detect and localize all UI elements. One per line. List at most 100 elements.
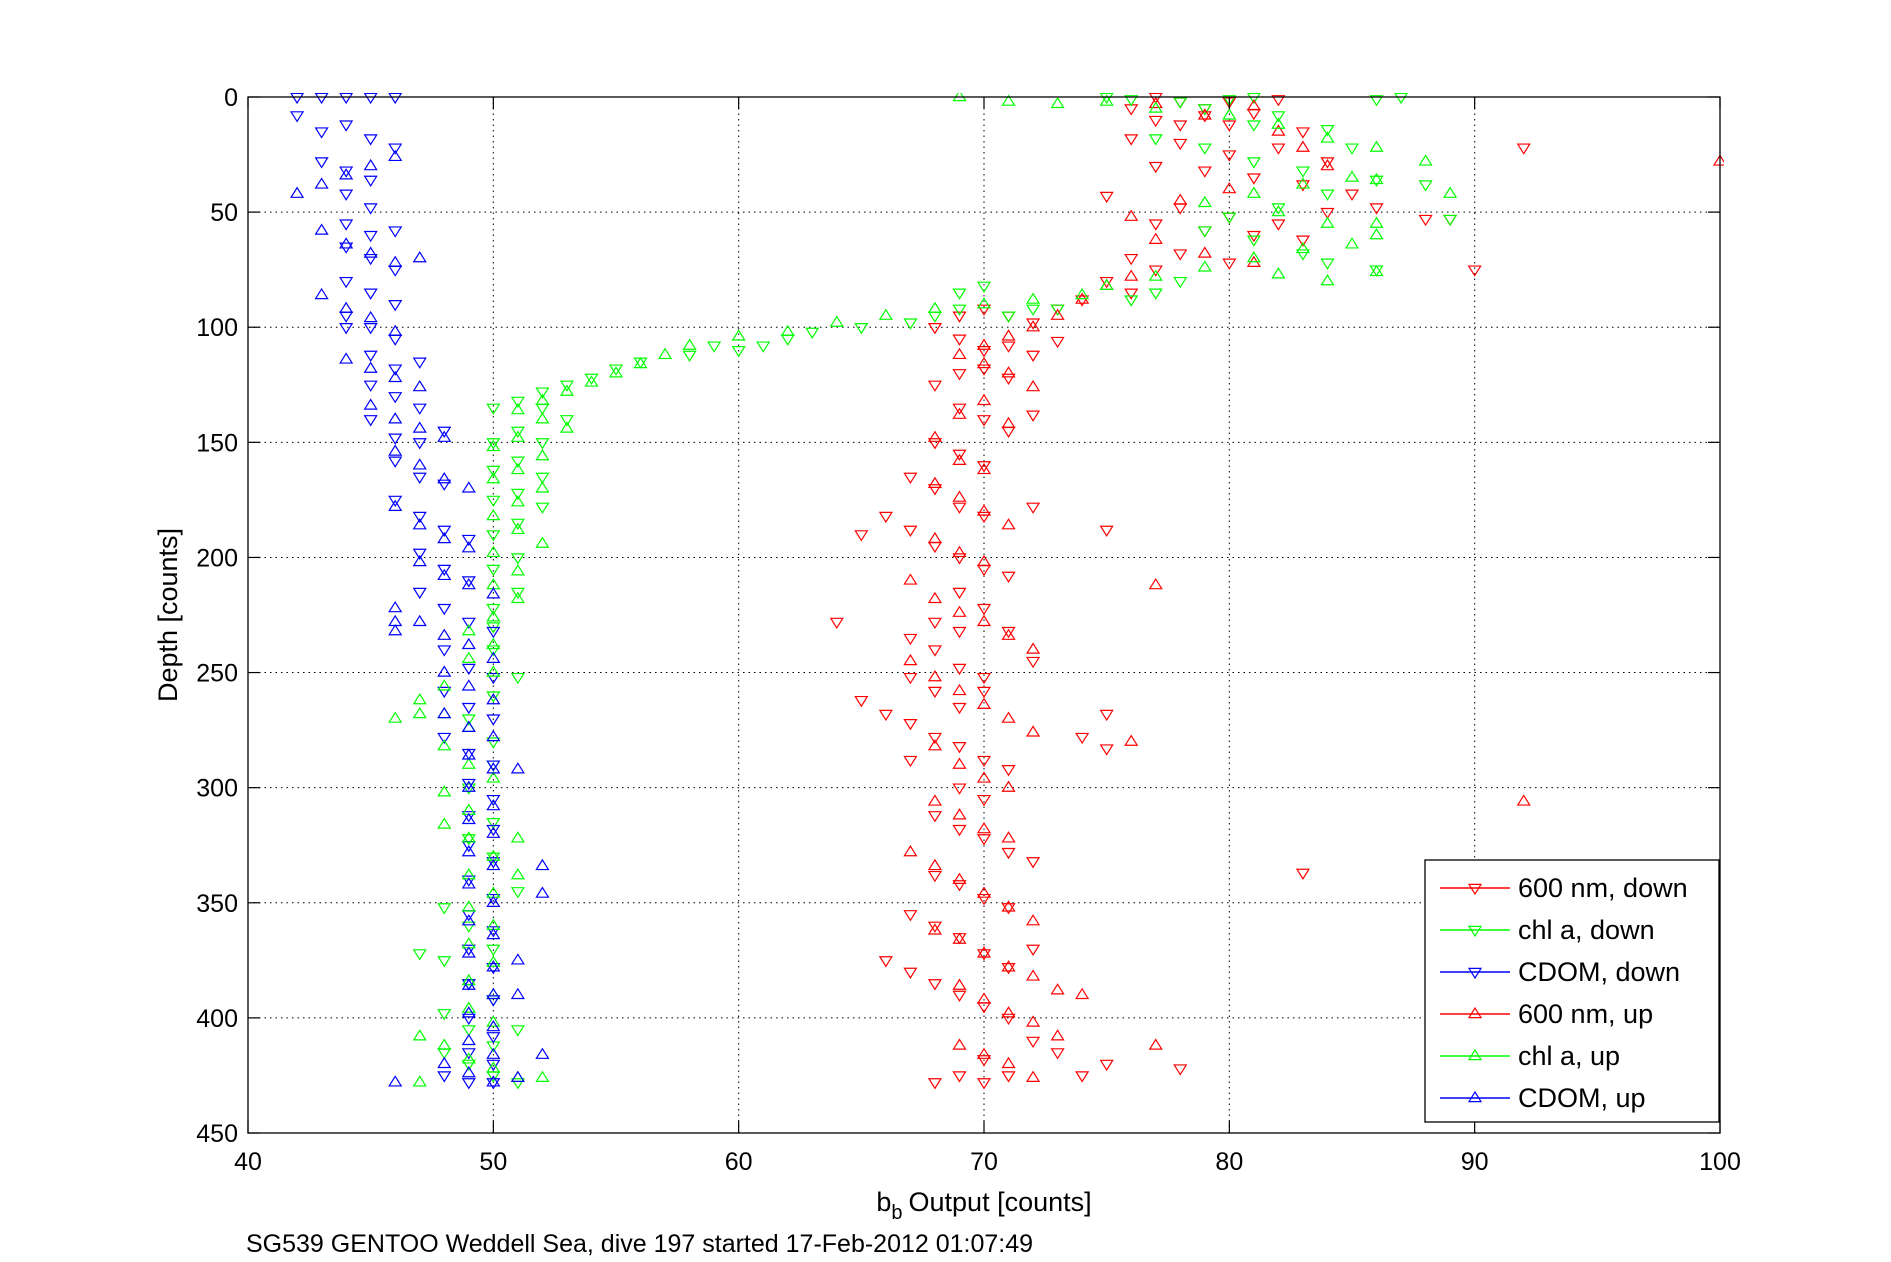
data-point <box>510 553 525 565</box>
data-point <box>486 465 501 478</box>
y-tick-label: 300 <box>196 775 238 803</box>
data-point <box>1148 1038 1163 1050</box>
data-point <box>363 230 378 243</box>
data-point <box>437 706 452 719</box>
data-point <box>1394 93 1409 105</box>
data-point <box>339 219 354 231</box>
data-point <box>903 573 918 585</box>
data-point <box>952 824 967 837</box>
data-point <box>1295 177 1311 189</box>
data-point <box>1099 278 1114 290</box>
data-point <box>1369 228 1384 240</box>
legend-marker <box>1467 967 1483 980</box>
data-point <box>1246 173 1261 185</box>
data-point <box>437 479 452 491</box>
data-point <box>1222 108 1237 120</box>
data-point <box>535 449 550 461</box>
data-point <box>1246 120 1261 132</box>
data-point <box>510 456 525 468</box>
data-point <box>1075 287 1090 300</box>
data-point <box>314 157 329 169</box>
data-point <box>486 960 501 972</box>
data-point <box>363 380 378 392</box>
data-point <box>976 415 992 427</box>
data-point <box>1025 725 1041 737</box>
data-point <box>437 603 452 616</box>
data-point <box>1222 120 1237 132</box>
data-point <box>388 392 403 404</box>
data-point <box>461 720 476 733</box>
data-point <box>510 488 525 501</box>
data-point <box>461 783 476 795</box>
data-point <box>1197 108 1212 120</box>
data-point <box>388 143 403 155</box>
data-point <box>486 714 501 726</box>
data-point <box>952 757 967 769</box>
data-point <box>1099 94 1114 106</box>
data-point <box>1025 350 1041 362</box>
data-point <box>559 421 575 433</box>
y-tick-label: 450 <box>196 1120 238 1148</box>
data-point <box>1418 180 1433 192</box>
data-point <box>927 1078 943 1090</box>
data-point <box>510 462 525 475</box>
data-point <box>412 949 427 961</box>
data-point <box>289 186 305 198</box>
data-point <box>510 762 525 774</box>
data-point <box>461 637 476 650</box>
legend-label: 600 nm, down <box>1518 873 1688 903</box>
data-point <box>976 886 992 898</box>
y-tick-label: 150 <box>196 429 238 457</box>
data-point <box>1124 288 1139 300</box>
data-point <box>731 329 746 341</box>
data-point <box>510 522 525 535</box>
data-point <box>363 398 378 410</box>
data-point <box>388 711 403 723</box>
data-point <box>1369 172 1384 185</box>
data-point <box>363 415 378 427</box>
data-point <box>461 1033 476 1046</box>
data-point <box>363 323 378 335</box>
data-point <box>1050 336 1065 349</box>
data-point <box>952 978 967 990</box>
data-point <box>486 995 501 1007</box>
data-point <box>1148 269 1163 281</box>
data-point <box>461 811 476 823</box>
data-point <box>878 511 893 524</box>
data-point <box>535 412 550 424</box>
data-point <box>486 737 501 749</box>
data-point <box>1467 265 1482 277</box>
data-point <box>486 760 501 772</box>
data-point <box>486 564 501 577</box>
data-point <box>976 1078 992 1090</box>
data-point <box>976 686 992 699</box>
data-point <box>363 288 378 300</box>
data-point <box>461 1052 476 1064</box>
data-point <box>412 706 427 719</box>
data-point <box>976 461 992 473</box>
data-point <box>854 530 869 542</box>
data-point <box>1001 1056 1016 1069</box>
data-point <box>437 817 452 829</box>
data-point <box>486 545 501 558</box>
data-point <box>1173 1064 1188 1076</box>
data-point <box>854 695 869 708</box>
data-point <box>437 903 452 915</box>
data-point <box>1124 295 1139 307</box>
legend-marker <box>1467 1090 1483 1103</box>
data-point <box>339 323 354 335</box>
data-point <box>1148 101 1163 113</box>
data-point <box>437 525 452 537</box>
data-point <box>903 472 918 484</box>
data-point <box>1271 95 1286 107</box>
data-point <box>1148 219 1163 231</box>
data-point <box>486 472 501 484</box>
data-point <box>461 944 476 956</box>
data-point <box>927 380 943 392</box>
data-point <box>510 518 525 531</box>
x-tick-label: 60 <box>725 1148 753 1176</box>
data-point <box>952 304 967 316</box>
data-point <box>510 591 525 604</box>
data-point <box>559 384 575 396</box>
